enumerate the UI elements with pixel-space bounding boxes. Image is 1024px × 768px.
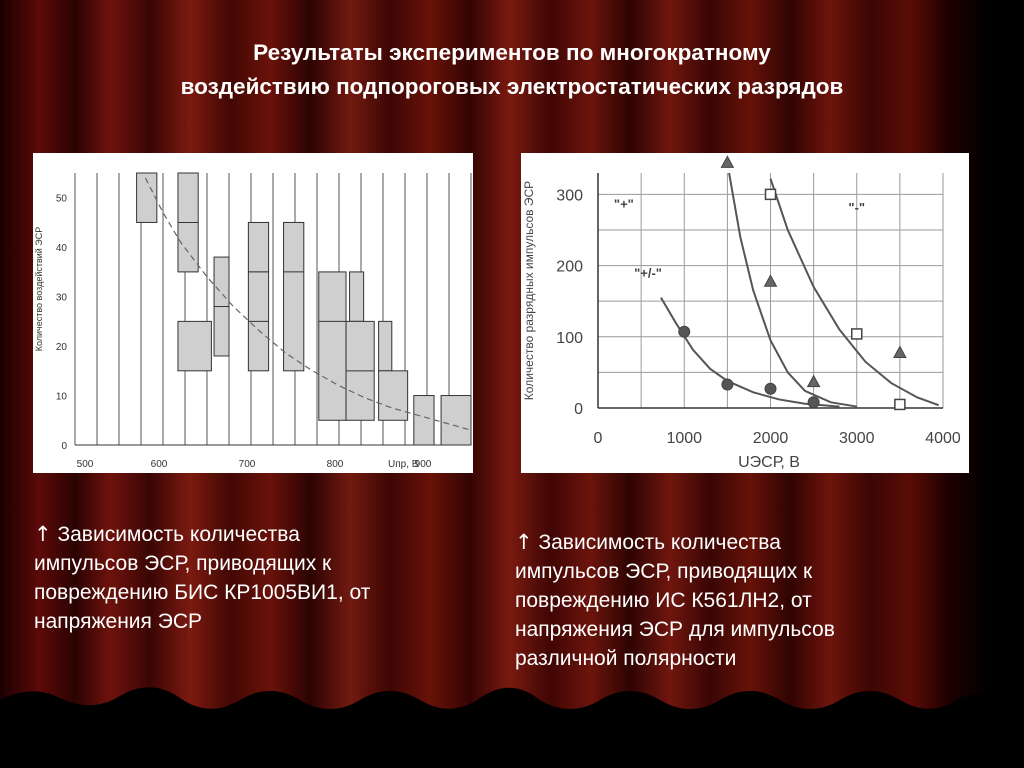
y-tick-label: 100 <box>556 330 583 347</box>
y-axis-label: Количество разрядных импульсов ЭСР <box>522 181 536 400</box>
data-point <box>806 374 821 388</box>
trend-line <box>144 177 472 431</box>
y-tick-label: 0 <box>61 441 67 452</box>
data-point <box>807 396 820 409</box>
series-label: "+/-" <box>634 266 662 281</box>
y-tick-label: 30 <box>56 293 68 304</box>
data-point <box>720 155 735 168</box>
slide-title: Результаты экспериментов по многократном… <box>60 36 964 104</box>
x-tick-label: 500 <box>77 459 94 470</box>
data-point <box>893 345 907 358</box>
up-arrow-icon: ↑ <box>34 522 52 546</box>
data-point <box>764 382 777 395</box>
left-chart-panel: 0 10 20 30 40 50 500 600 700 800 900 Uпр, В Количест… <box>33 153 473 473</box>
right-caption-line-3: повреждению ИС К561ЛН2, от <box>515 589 812 612</box>
right-caption-line-2: импульсов ЭСР, приводящих к <box>515 560 813 583</box>
range-box <box>349 271 365 322</box>
left-caption-line-4: напряжения ЭСР <box>34 610 202 633</box>
y-tick-label: 300 <box>556 187 583 204</box>
up-arrow-icon: ↑ <box>515 530 533 554</box>
y-tick-label: 10 <box>56 392 68 403</box>
range-box <box>378 320 393 372</box>
x-tick-label: 1000 <box>666 430 702 447</box>
series-curve <box>769 178 940 407</box>
left-caption-line-2: импульсов ЭСР, приводящих к <box>34 552 332 575</box>
range-box <box>440 395 472 446</box>
right-caption-line-5: различной полярности <box>515 647 737 670</box>
right-caption-line-1: Зависимость количества <box>532 531 781 554</box>
data-point <box>763 274 778 287</box>
range-box <box>283 221 305 372</box>
x-tick-label: 900 <box>415 459 432 470</box>
x-axis-label: Uпр, В <box>388 459 419 470</box>
y-tick-label: 20 <box>56 342 68 353</box>
y-tick-label: 0 <box>574 401 583 418</box>
x-tick-label: 700 <box>239 459 256 470</box>
title-line-1: Результаты экспериментов по многократном… <box>253 40 771 65</box>
data-point <box>851 328 863 340</box>
data-point <box>764 188 777 201</box>
range-box <box>378 370 409 421</box>
data-point <box>721 378 734 391</box>
left-caption-line-1: Зависимость количества <box>51 523 300 546</box>
y-tick-label: 40 <box>56 243 68 254</box>
series-curve <box>728 172 857 408</box>
y-tick-label: 50 <box>56 194 68 205</box>
data-point <box>678 325 691 338</box>
left-caption: ↑ Зависимость количества импульсов ЭСР, … <box>34 520 474 636</box>
range-box <box>247 221 270 273</box>
x-tick-label: 600 <box>151 459 168 470</box>
x-axis-label: UЭСР, В <box>738 454 800 471</box>
range-box <box>318 271 347 421</box>
y-axis-label: Количество воздействий ЭСР <box>34 227 44 352</box>
right-caption: ↑ Зависимость количества импульсов ЭСР, … <box>515 528 975 673</box>
x-tick-label: 2000 <box>753 430 789 447</box>
series-label: "-" <box>848 200 865 215</box>
range-box <box>413 395 435 446</box>
x-tick-label: 3000 <box>839 430 875 447</box>
series-label: "+" <box>614 197 634 212</box>
right-chart-panel: 0 100 200 300 0 1000 2000 3000 4000 UЭСР, В Количе… <box>521 153 969 473</box>
x-tick-label: 4000 <box>925 430 961 447</box>
range-box <box>177 320 212 372</box>
series-curve <box>660 297 840 408</box>
y-tick-label: 200 <box>556 259 583 276</box>
right-caption-line-4: напряжения ЭСР для импульсов <box>515 618 835 641</box>
range-box <box>136 172 158 223</box>
data-point <box>894 398 906 411</box>
x-tick-label: 0 <box>594 430 603 447</box>
left-caption-line-3: повреждению БИС КР1005ВИ1, от <box>34 581 371 604</box>
title-line-2: воздействию подпороговых электростатичес… <box>180 74 844 99</box>
x-tick-label: 800 <box>327 459 344 470</box>
